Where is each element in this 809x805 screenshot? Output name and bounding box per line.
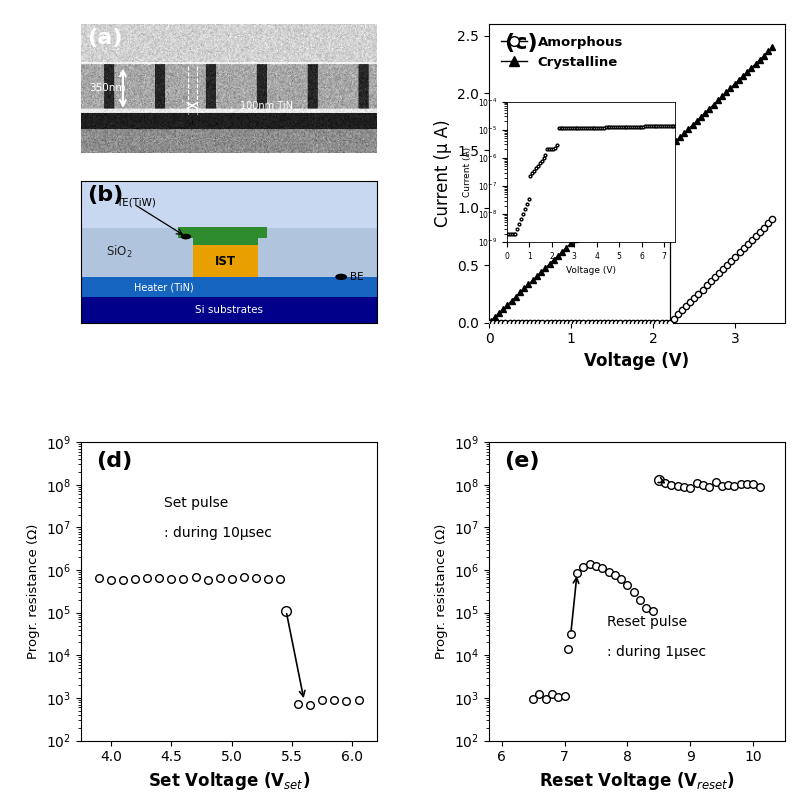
Text: Set pulse: Set pulse [163, 496, 228, 510]
Bar [81, 228, 377, 277]
Text: (b): (b) [87, 185, 123, 204]
Text: : during 1μsec: : during 1μsec [608, 645, 706, 659]
Y-axis label: Progr. resistance (Ω): Progr. resistance (Ω) [435, 523, 448, 659]
Y-axis label: Current (μ A): Current (μ A) [434, 120, 451, 227]
Circle shape [180, 233, 191, 239]
Text: Heater (TiN): Heater (TiN) [133, 282, 193, 292]
Text: (a): (a) [87, 28, 122, 48]
Text: (d): (d) [95, 451, 132, 471]
Y-axis label: Progr. resistance (Ω): Progr. resistance (Ω) [28, 523, 40, 659]
Circle shape [335, 274, 347, 280]
Text: Reset pulse: Reset pulse [608, 615, 688, 630]
Text: TE(TiW): TE(TiW) [116, 197, 156, 208]
Text: : during 10μsec: : during 10μsec [163, 526, 272, 539]
X-axis label: Voltage (V): Voltage (V) [584, 352, 689, 370]
Bar [193, 238, 258, 246]
X-axis label: Reset Voltage (V$_{reset}$): Reset Voltage (V$_{reset}$) [539, 770, 735, 792]
Text: 100nm TiN: 100nm TiN [239, 101, 293, 111]
Bar [81, 277, 377, 297]
Bar [179, 227, 267, 238]
X-axis label: Set Voltage (V$_{set}$): Set Voltage (V$_{set}$) [148, 770, 310, 792]
Text: (c): (c) [504, 33, 537, 53]
Text: IST: IST [215, 254, 236, 267]
Text: BE: BE [350, 272, 363, 282]
Bar [193, 246, 258, 277]
Text: (e): (e) [504, 451, 540, 471]
Text: 350nm: 350nm [89, 83, 125, 93]
Text: Si substrates: Si substrates [195, 305, 263, 315]
Text: SiO$_2$: SiO$_2$ [106, 245, 133, 261]
Bar [81, 297, 377, 323]
Legend: Amorphous, Crystalline: Amorphous, Crystalline [496, 31, 629, 74]
